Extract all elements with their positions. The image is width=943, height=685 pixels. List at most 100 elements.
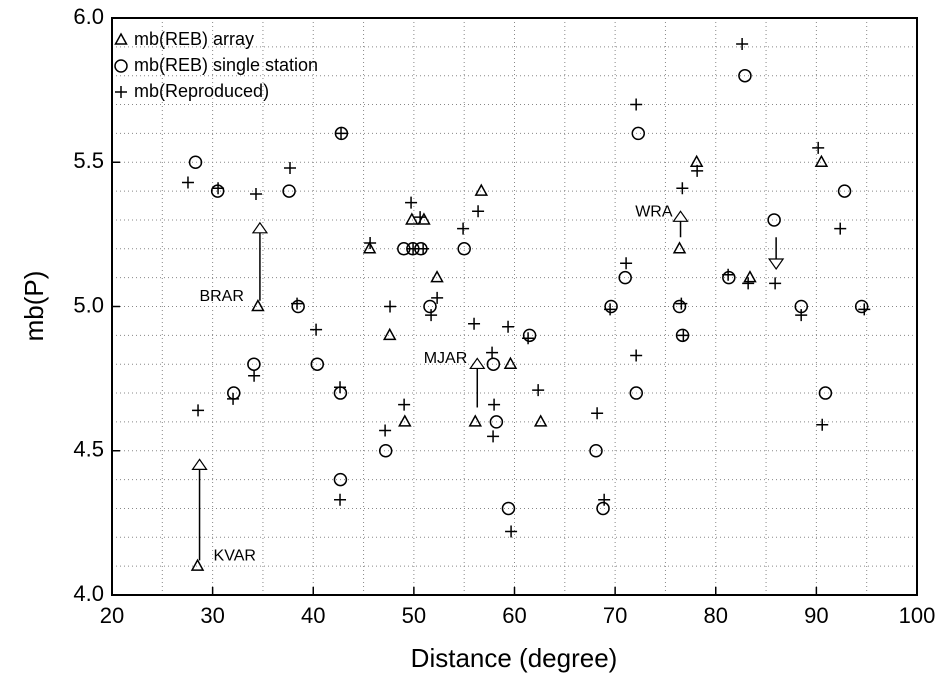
point [188,155,203,169]
point [181,176,194,189]
point [192,404,205,417]
point [398,414,412,427]
point [816,418,829,431]
point [736,37,749,50]
point [284,162,297,175]
point [672,299,687,314]
point [486,346,499,359]
point [738,68,752,83]
y-tick-label: 6.0 [73,4,104,29]
x-tick-label: 50 [402,603,426,628]
point [457,242,471,256]
point [468,317,481,330]
point [618,270,632,285]
point [795,309,808,322]
point [814,154,829,167]
point [249,187,262,200]
point [248,369,261,382]
point [689,154,704,167]
arrow-label: KVAR [214,548,256,565]
point [431,291,444,304]
point [522,332,535,345]
point [457,222,470,235]
point [310,323,323,336]
point [474,183,489,196]
y-axis-label: mb(P) [19,271,49,342]
legend-marker [115,86,127,98]
arrow-head [251,221,269,234]
point [190,558,205,571]
point [672,241,687,254]
legend-label: mb(Reproduced) [134,81,269,101]
point [604,303,617,316]
point [677,329,690,342]
point [468,414,483,427]
point [854,299,869,314]
point [414,211,427,224]
point [487,430,500,443]
point [533,414,548,427]
y-tick-label: 5.0 [73,292,104,317]
point [405,196,418,209]
x-tick-label: 30 [200,603,224,628]
point [818,386,833,400]
point [212,182,225,195]
point [769,277,782,290]
point [722,268,735,281]
point [503,356,518,369]
point [407,242,420,255]
y-tick-label: 4.5 [73,437,104,462]
point [417,242,430,255]
x-tick-label: 70 [603,603,627,628]
point [227,392,240,405]
y-tick-label: 4.0 [73,581,104,606]
point [630,349,643,362]
point [425,309,438,322]
point [384,300,397,313]
legend-marker [114,32,128,45]
point [333,472,348,487]
point [382,327,397,341]
point [631,126,646,141]
legend-marker [114,59,128,73]
arrow-head [767,258,785,271]
point [334,381,347,394]
point [335,127,348,140]
point [251,298,265,312]
point [486,357,501,371]
point [488,398,501,411]
point [423,299,437,314]
point [596,501,610,516]
point [282,184,296,198]
point [630,98,643,111]
point [604,299,618,314]
legend-label: mb(REB) array [134,29,254,49]
point [501,501,516,516]
point [310,357,325,371]
point [502,320,515,333]
point [522,328,537,343]
arrow-label: BRAR [199,288,243,305]
point [378,444,393,458]
x-tick-label: 80 [704,603,728,628]
arrow-head [469,357,486,370]
point [405,212,419,225]
point [591,407,604,420]
point [812,141,825,154]
point [691,164,704,177]
x-tick-label: 90 [804,603,828,628]
point [489,415,504,429]
point [742,277,755,290]
arrow-head [672,210,689,222]
x-axis-label: Distance (degree) [411,643,618,673]
point [589,444,603,458]
x-tick-label: 20 [100,603,124,628]
point [472,205,485,218]
arrow-label: WRA [635,203,673,220]
point [834,222,847,235]
point [675,297,688,310]
legend-label: mb(REB) single station [134,55,318,75]
point [629,386,644,400]
x-tick-label: 40 [301,603,325,628]
